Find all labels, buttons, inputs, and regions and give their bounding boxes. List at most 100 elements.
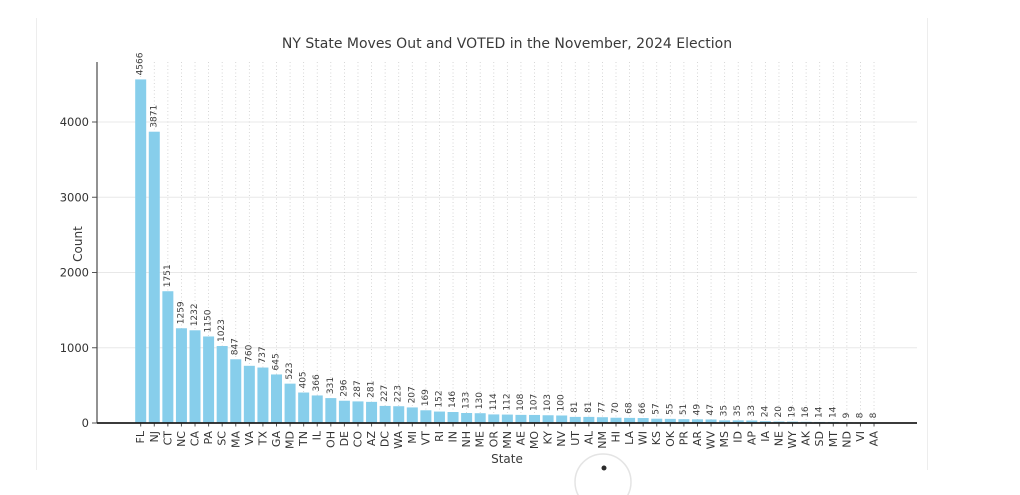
bar-value-label: 100 — [557, 394, 567, 411]
bar-value-label: 296 — [339, 379, 349, 396]
y-axis-label: Count — [71, 226, 85, 262]
figure-panel — [36, 18, 928, 470]
bar-value-label: 331 — [326, 377, 336, 394]
bar-value-label: 103 — [543, 394, 553, 411]
bar-value-label: 130 — [475, 392, 485, 409]
bar-value-label: 35 — [720, 405, 730, 416]
x-tick-label: NC — [175, 431, 188, 447]
bar-fl — [135, 79, 147, 423]
bar-pr — [678, 419, 690, 423]
bar-vt — [420, 410, 432, 423]
bar-pa — [203, 336, 215, 423]
bar-ma — [230, 359, 242, 423]
x-tick-label: GA — [270, 431, 283, 448]
bar-value-label: 33 — [747, 405, 757, 416]
x-tick-label: AA — [868, 431, 881, 447]
bar-tn — [298, 392, 310, 423]
bar-sc — [216, 346, 228, 423]
x-tick-label: MS — [718, 431, 731, 447]
bar-dc — [379, 405, 391, 423]
bar-value-label: 107 — [530, 394, 540, 411]
x-tick-label: VT — [419, 431, 432, 446]
x-tick-label: CA — [189, 431, 202, 447]
bar-de — [338, 400, 350, 423]
bar-value-label: 146 — [448, 391, 458, 408]
bar-ok — [664, 418, 676, 423]
bar-in — [447, 412, 459, 423]
x-tick-label: WY — [786, 431, 799, 449]
x-tick-label: CO — [351, 431, 364, 448]
bar-value-label: 227 — [380, 385, 390, 402]
bar-ca — [189, 330, 201, 423]
x-tick-label: VA — [243, 431, 256, 446]
bar-wi — [637, 418, 649, 423]
bar-value-label: 366 — [312, 374, 322, 391]
bar-value-label: 66 — [638, 402, 648, 414]
bar-az — [366, 401, 378, 423]
x-tick-label: AP — [745, 431, 758, 446]
bar-value-label: 1232 — [190, 303, 200, 326]
x-tick-label: AK — [800, 430, 813, 446]
bar-value-label: 281 — [367, 381, 377, 398]
x-tick-label: ME — [474, 431, 487, 447]
bar-value-label: 9 — [842, 412, 852, 418]
bar-value-label: 55 — [665, 403, 675, 414]
x-tick-label: MT — [827, 431, 840, 447]
x-tick-label: WI — [637, 431, 650, 445]
bar-value-label: 847 — [231, 338, 241, 355]
bar-value-label: 14 — [815, 406, 825, 418]
x-tick-label: MN — [501, 431, 514, 449]
x-tick-label: PA — [202, 431, 215, 445]
bar-ms — [719, 420, 731, 423]
x-tick-label: MA — [229, 431, 242, 448]
bar-value-label: 47 — [706, 404, 716, 415]
x-tick-label: AE — [514, 431, 527, 446]
bar-value-label: 16 — [801, 406, 811, 418]
bar-value-label: 3871 — [149, 105, 159, 128]
bar-value-label: 645 — [272, 353, 282, 370]
bar-value-label: 70 — [611, 402, 621, 414]
x-tick-label: SC — [216, 431, 229, 446]
x-tick-label: IN — [447, 431, 460, 442]
x-tick-label: UT — [569, 431, 582, 446]
x-tick-label: RI — [433, 431, 446, 442]
x-tick-label: FL — [134, 430, 147, 443]
bar-value-label: 1259 — [176, 301, 186, 324]
bar-ar — [691, 419, 703, 423]
bar-value-label: 77 — [597, 402, 607, 413]
bar-value-label: 19 — [788, 406, 798, 418]
bar-ri — [433, 411, 445, 423]
x-tick-label: AZ — [365, 431, 378, 447]
x-tick-label: IA — [759, 431, 772, 442]
x-tick-label: WA — [392, 431, 405, 449]
bar-value-label: 1150 — [204, 309, 214, 332]
bar-nc — [175, 328, 187, 423]
bar-wa — [393, 406, 405, 423]
bar-ks — [651, 418, 663, 423]
bar-ga — [271, 374, 282, 423]
bar-il — [311, 395, 323, 423]
bar-value-label: 24 — [760, 405, 770, 417]
x-tick-label: WV — [705, 431, 718, 450]
bar-value-label: 1751 — [163, 264, 173, 287]
x-tick-label: AR — [691, 431, 704, 447]
bar-value-label: 108 — [516, 393, 526, 410]
bar-co — [352, 401, 364, 423]
bar-va — [243, 365, 255, 423]
bar-value-label: 8 — [869, 412, 879, 418]
y-tick-label: 3000 — [60, 190, 89, 204]
bar-ae — [515, 414, 527, 423]
y-tick-label: 2000 — [60, 266, 89, 280]
x-tick-label: KY — [542, 431, 555, 445]
bar-nh — [461, 412, 473, 423]
bar-or — [488, 414, 500, 423]
bar-tx — [257, 367, 269, 423]
bar-id — [732, 420, 744, 423]
bar-la — [624, 417, 636, 423]
bar-value-label: 81 — [570, 401, 580, 412]
x-tick-label: IL — [311, 430, 324, 440]
x-tick-label: MO — [528, 431, 541, 449]
x-tick-label: NE — [772, 431, 785, 446]
y-tick-label: 0 — [82, 416, 89, 430]
